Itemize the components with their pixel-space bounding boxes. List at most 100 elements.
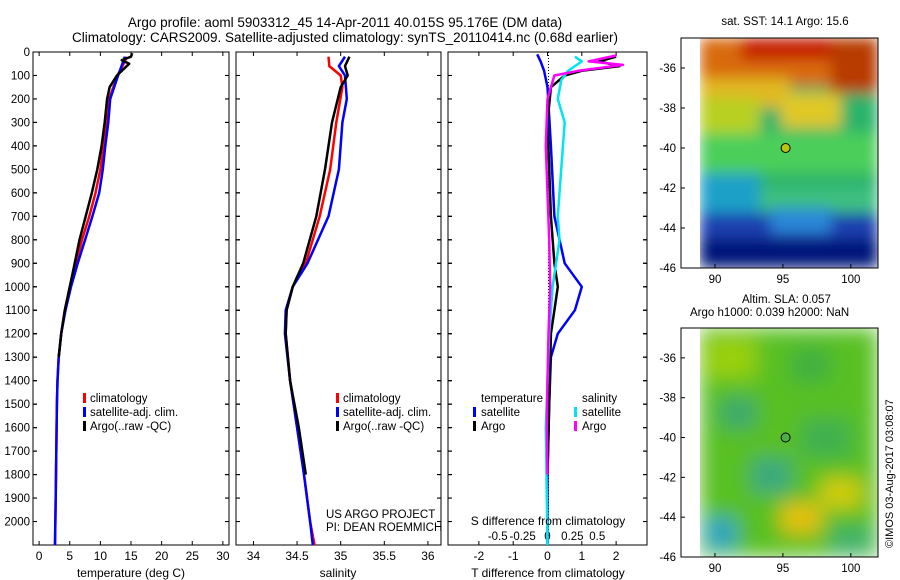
y-tick-label: 1600 <box>4 423 30 435</box>
salinity-legend: climatology satellite-adj. clim. Argo(..… <box>336 393 431 433</box>
x-tick-label: 0.5 <box>589 531 605 543</box>
lat-tick-label: -46 <box>659 263 676 275</box>
temperature-difference-axis-label: T difference from climatology <box>471 566 625 580</box>
sla-map-title-line1: Altim. SLA: 0.057 <box>742 294 831 306</box>
lon-tick-label: 100 <box>841 563 860 575</box>
difference-legend: temperature satellite Argo salinity sate… <box>473 393 621 433</box>
y-tick-label: 1100 <box>5 305 30 317</box>
x-tick-label: 15 <box>124 549 138 563</box>
temperature-series <box>53 52 134 546</box>
lon-tick-label: 95 <box>776 563 789 575</box>
salinity-axis-label: salinity <box>320 566 357 580</box>
y-tick-label: 0 <box>24 47 30 59</box>
x-tick-label: -1 <box>508 549 519 563</box>
legend-label-climatology: climatology <box>90 393 148 405</box>
sst-map-latitude-labels: -36 -38 -40 -42 -44 -46 <box>659 63 685 275</box>
series-line-argo-raw-qc- <box>57 52 134 358</box>
float-position-marker <box>780 432 791 443</box>
salinity-tick-labels: 34 34.5 35 35.5 36 <box>236 51 441 563</box>
x-tick-label: 20 <box>155 549 169 563</box>
y-tick-label: 1000 <box>4 282 30 294</box>
temperature-legend: climatology satellite-adj. clim. Argo(..… <box>83 393 178 433</box>
lon-tick-label: 100 <box>841 274 860 286</box>
lat-tick-label: -46 <box>659 552 676 564</box>
lon-tick-label: 90 <box>709 274 722 286</box>
y-tick-label: 100 <box>11 70 30 82</box>
y-tick-label: 500 <box>11 164 30 176</box>
legend-label-argo: Argo(..raw -QC) <box>343 421 424 433</box>
y-tick-label: 1900 <box>4 493 30 505</box>
salinity-profile-panel: 34 34.5 35 35.5 36 salinity climatology sate… <box>235 51 442 580</box>
legend-label-sal-argo: Argo <box>582 421 606 433</box>
lat-tick-label: -44 <box>659 223 676 235</box>
sst-map-panel: sat. SST: 14.1 Argo: 15.6 -36- <box>659 16 879 286</box>
sla-map-longitude-labels: 90 95 100 <box>709 553 860 575</box>
legend-swatch-satellite <box>336 407 339 417</box>
legend-label-satellite: satellite-adj. clim. <box>343 407 431 419</box>
y-tick-label: 400 <box>11 141 30 153</box>
salinity-axes-frame <box>235 51 442 546</box>
lat-tick-label: -36 <box>659 353 676 365</box>
sla-map-panel: Altim. SLA: 0.057 Argo h1000: 0.039 h200… <box>659 294 879 575</box>
sla-map-frame <box>680 327 879 558</box>
temperature-axes-frame <box>32 51 230 546</box>
x-tick-label: 2 <box>613 549 620 563</box>
series-line-satellite-adj-clim- <box>283 56 349 546</box>
temperature-tick-labels: 0 5 10 15 20 25 30 <box>33 51 230 563</box>
series-line-satellite-adj-clim- <box>53 56 127 546</box>
x-tick-label: -2 <box>474 549 485 563</box>
legend-swatch-climatology <box>83 393 86 403</box>
sst-map-title: sat. SST: 14.1 Argo: 15.6 <box>721 16 848 28</box>
series-line-argo-raw-qc- <box>284 56 351 475</box>
x-tick-label: 35.5 <box>373 549 397 563</box>
y-tick-label: 800 <box>11 235 30 247</box>
y-tick-label: 1700 <box>4 446 30 458</box>
legend-swatch-argo <box>336 421 339 431</box>
legend-label-satellite: satellite-adj. clim. <box>90 407 178 419</box>
legend-swatch-argo <box>83 421 86 431</box>
y-tick-label: 1200 <box>4 329 30 341</box>
y-tick-label: 200 <box>11 94 30 106</box>
sst-map-image <box>681 38 878 268</box>
sla-map-title-line2: Argo h1000: 0.039 h2000: NaN <box>690 307 849 319</box>
lat-tick-label: -42 <box>659 472 676 484</box>
series-line-argo <box>544 54 625 475</box>
salinity-difference-axis-label: S difference from climatology <box>471 514 626 528</box>
legend-swatch-sal-argo <box>574 421 577 431</box>
sst-map-frame <box>680 37 879 269</box>
legend-swatch-sal-satellite <box>574 407 577 417</box>
x-tick-label: 0 <box>544 549 551 563</box>
lat-tick-label: -38 <box>659 103 676 115</box>
figure-title-line2: Climatology: CARS2009. Satellite-adjuste… <box>72 30 618 45</box>
lat-tick-label: -42 <box>659 183 676 195</box>
float-position-marker <box>780 143 791 153</box>
lon-tick-label: 90 <box>709 563 722 575</box>
temperature-profile-panel: 0100200300400500600700800900100011001200… <box>4 47 229 580</box>
temperature-axis-label: temperature (deg C) <box>77 566 185 580</box>
x-tick-label: 10 <box>94 549 108 563</box>
legend-title-salinity: salinity <box>582 393 617 405</box>
x-tick-label: 30 <box>216 549 230 563</box>
difference-series <box>536 53 625 546</box>
salinity-series <box>283 56 351 546</box>
legend-label-argo: Argo(..raw -QC) <box>90 421 171 433</box>
y-tick-label: 1500 <box>4 399 30 411</box>
x-tick-label: -0.5 <box>488 531 508 543</box>
lon-tick-label: 95 <box>776 274 789 286</box>
lat-tick-label: -40 <box>659 433 676 445</box>
difference-tick-labels: -2 -1 0 1 2 <box>448 51 647 563</box>
y-tick-label: 2000 <box>4 517 30 529</box>
legend-swatch-satellite <box>83 407 86 417</box>
lat-tick-label: -38 <box>659 393 676 405</box>
y-tick-label: 900 <box>11 258 30 270</box>
x-tick-label: 25 <box>186 549 200 563</box>
lat-tick-label: -44 <box>659 512 676 524</box>
y-tick-label: 1300 <box>4 352 30 364</box>
y-tick-label: 700 <box>11 211 30 223</box>
legend-label-climatology: climatology <box>343 393 401 405</box>
x-tick-label: 1 <box>578 549 585 563</box>
x-tick-label: 0 <box>36 549 43 563</box>
x-tick-label: 34 <box>247 549 261 563</box>
legend-swatch-temp-satellite <box>473 407 476 417</box>
